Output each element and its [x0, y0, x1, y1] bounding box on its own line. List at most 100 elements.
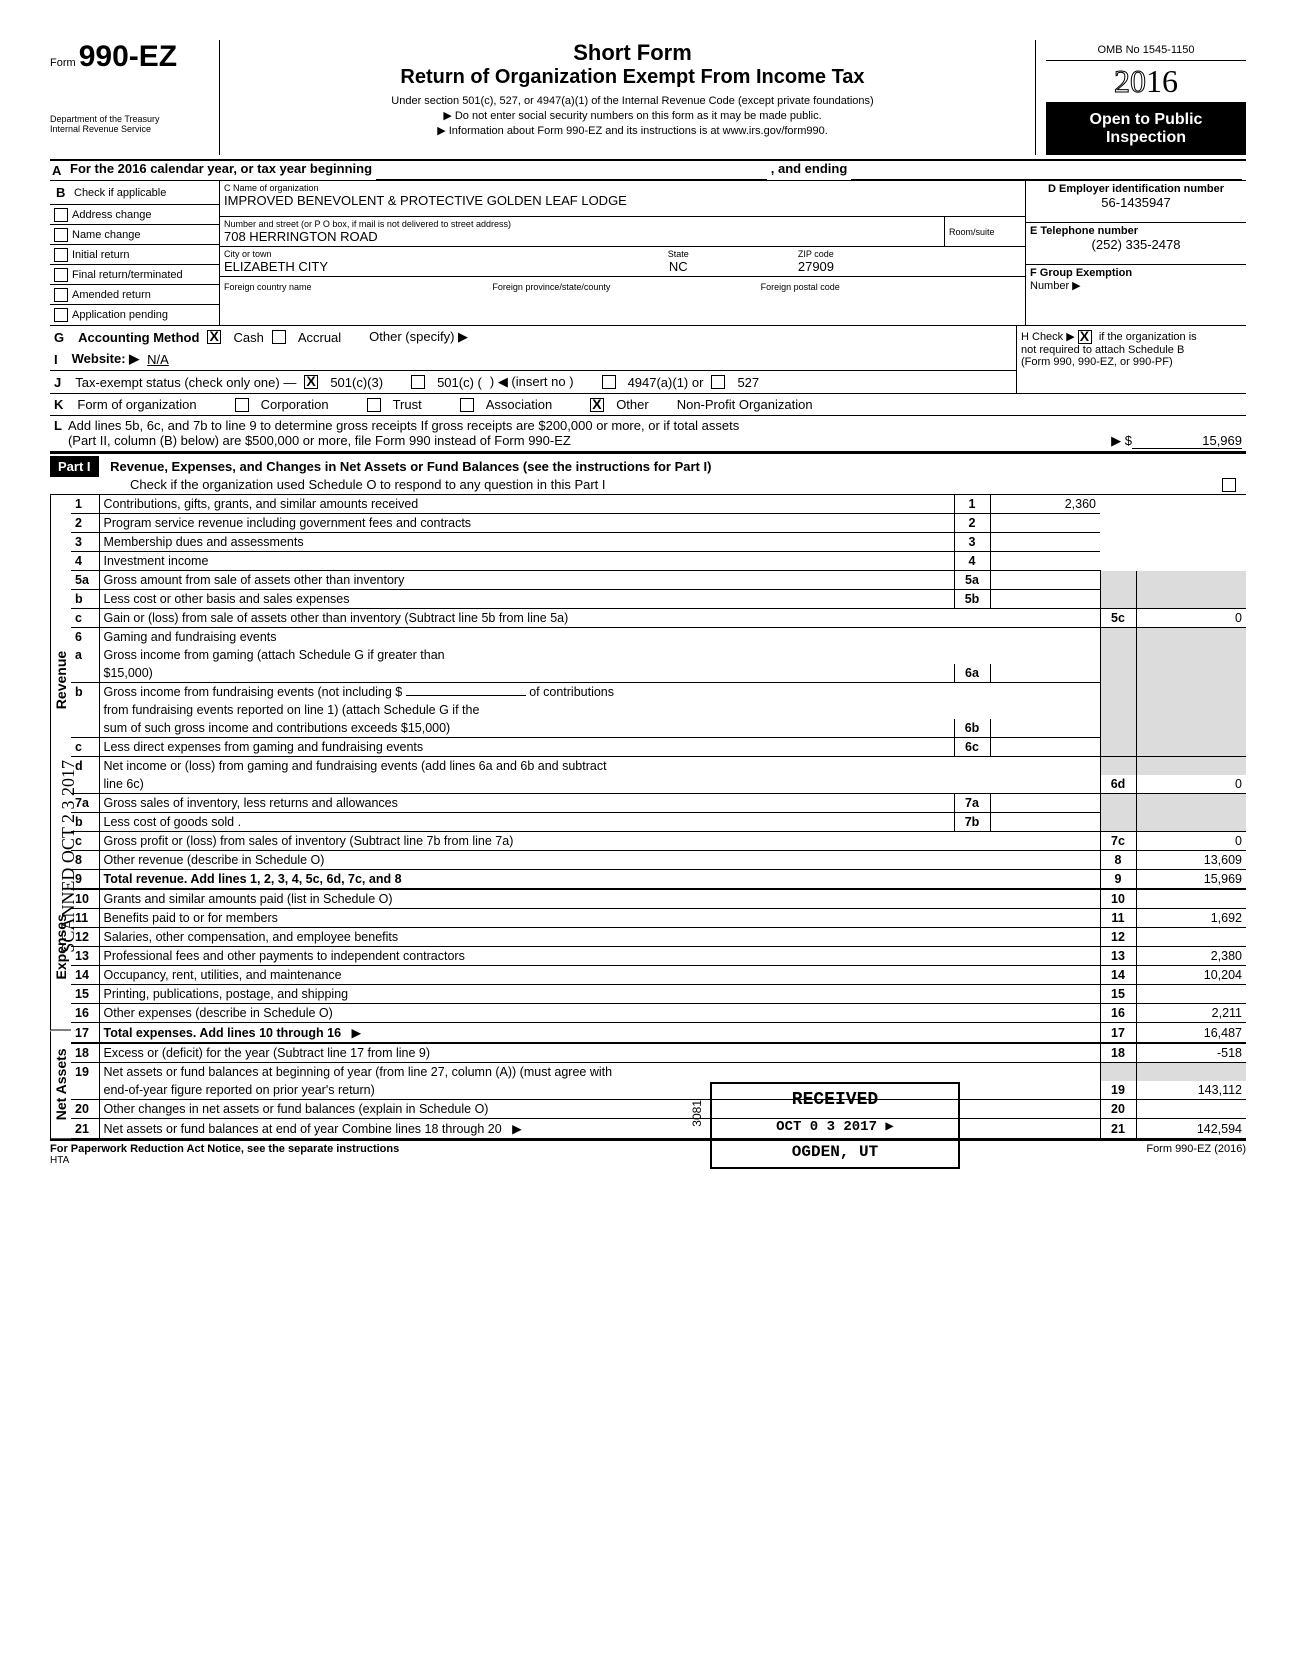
- row-k-form-of-org: K Form of organization Corporation Trust…: [50, 394, 1246, 416]
- row-e-phone: E Telephone number (252) 335-2478: [1026, 223, 1246, 265]
- form-label: Form 990-EZ: [50, 40, 209, 74]
- label-website: Website: ▶: [72, 351, 140, 367]
- cb-app-pending[interactable]: Application pending: [50, 305, 219, 325]
- cb-501c[interactable]: [411, 375, 425, 389]
- cb-address-change[interactable]: Address change: [50, 205, 219, 225]
- title-box: Short Form Return of Organization Exempt…: [230, 40, 1036, 155]
- tax-year-begin-field[interactable]: [376, 161, 767, 180]
- cb-527[interactable]: [711, 375, 725, 389]
- cb-other-org[interactable]: [590, 398, 604, 412]
- letter-b: B: [54, 183, 74, 202]
- label-address: Number and street (or P O box, if mail i…: [224, 219, 940, 229]
- label-association: Association: [486, 397, 552, 412]
- label-insert-no: ) ◀ (insert no ): [490, 374, 574, 390]
- letter-j: J: [54, 375, 61, 390]
- line-2: 2Program service revenue including gover…: [71, 514, 1246, 533]
- cb-accrual[interactable]: [272, 330, 286, 344]
- cb-initial-return[interactable]: Initial return: [50, 245, 219, 265]
- dept-treasury: Department of the Treasury: [50, 114, 209, 124]
- checkbox-icon[interactable]: [54, 248, 68, 262]
- cb-h-schedule-b[interactable]: [1078, 330, 1092, 344]
- line-17: 17Total expenses. Add lines 10 through 1…: [71, 1023, 1246, 1044]
- checkbox-icon[interactable]: [54, 228, 68, 242]
- label-trust: Trust: [393, 397, 422, 412]
- checkbox-icon[interactable]: [54, 268, 68, 282]
- label-d-ein: D Employer identification number: [1048, 183, 1224, 195]
- under-section: Under section 501(c), 527, or 4947(a)(1)…: [240, 95, 1025, 107]
- cb-amended[interactable]: Amended return: [50, 285, 219, 305]
- label-f-group: F Group Exemption: [1030, 267, 1132, 279]
- line-19-2: end-of-year figure reported on prior yea…: [71, 1081, 1246, 1100]
- label-city: City or town: [224, 249, 559, 259]
- form-prefix: Form: [50, 57, 76, 69]
- tax-year-end-field[interactable]: [851, 161, 1242, 180]
- label-name-change: Name change: [72, 229, 141, 241]
- open-line2: Inspection: [1050, 129, 1242, 147]
- line-12: 12Salaries, other compensation, and empl…: [71, 928, 1246, 947]
- h-text2: if the organization is: [1099, 331, 1197, 343]
- line-11: 11Benefits paid to or for members111,692: [71, 909, 1246, 928]
- line-6b-1: bGross income from fundraising events (n…: [71, 683, 1246, 702]
- cb-name-change[interactable]: Name change: [50, 225, 219, 245]
- h-text3: not required to attach Schedule B: [1021, 344, 1242, 356]
- checkbox-icon[interactable]: [54, 208, 68, 222]
- label-e-phone: E Telephone number: [1030, 225, 1138, 237]
- label-527: 527: [737, 375, 759, 390]
- line-10: 10Grants and similar amounts paid (list …: [71, 889, 1246, 909]
- row-i-website: I Website: ▶ N/A: [50, 348, 1016, 371]
- label-tax-exempt: Tax-exempt status (check only one) —: [75, 375, 296, 390]
- label-cash: Cash: [233, 330, 263, 345]
- footer-hta: HTA: [50, 1155, 1246, 1166]
- open-to-public: Open to Public Inspection: [1046, 103, 1246, 155]
- letter-g: G: [54, 330, 64, 345]
- footer-left: For Paperwork Reduction Act Notice, see …: [50, 1143, 399, 1155]
- form-number: 990-EZ: [79, 40, 177, 73]
- line-6d-1: dNet income or (loss) from gaming and fu…: [71, 757, 1246, 776]
- cb-trust[interactable]: [367, 398, 381, 412]
- label-app-pending: Application pending: [72, 309, 168, 321]
- line-16: 16Other expenses (describe in Schedule O…: [71, 1004, 1246, 1023]
- cb-part1-schedule-o[interactable]: [1222, 478, 1236, 492]
- main-title: Return of Organization Exempt From Incom…: [240, 66, 1025, 89]
- short-form-label: Short Form: [240, 40, 1025, 66]
- checkbox-icon[interactable]: [54, 288, 68, 302]
- cb-final-return[interactable]: Final return/terminated: [50, 265, 219, 285]
- line-6a-1: aGross income from gaming (attach Schedu…: [71, 646, 1246, 664]
- stamp-ogden: OGDEN, UT: [730, 1143, 940, 1161]
- website-value: N/A: [147, 352, 169, 367]
- part1-check-text: Check if the organization used Schedule …: [130, 477, 606, 492]
- label-initial-return: Initial return: [72, 249, 129, 261]
- line-7a: 7aGross sales of inventory, less returns…: [71, 794, 1246, 813]
- checkbox-icon[interactable]: [54, 308, 68, 322]
- other-org-value: Non-Profit Organization: [677, 397, 813, 412]
- label-zip: ZIP code: [798, 249, 1021, 259]
- stamp-3081: 3081: [690, 1100, 704, 1127]
- cb-4947[interactable]: [602, 375, 616, 389]
- row-city-state-zip: City or town ELIZABETH CITY State NC ZIP…: [220, 247, 1025, 277]
- line-4: 4Investment income4: [71, 552, 1246, 571]
- col-c-org-info: C Name of organization IMPROVED BENEVOLE…: [220, 181, 1026, 325]
- l-amount: 15,969: [1132, 433, 1242, 449]
- line-14: 14Occupancy, rent, utilities, and mainte…: [71, 966, 1246, 985]
- label-corporation: Corporation: [261, 397, 329, 412]
- label-form-of-org: Form of organization: [77, 397, 196, 412]
- cb-501c3[interactable]: [304, 375, 318, 389]
- col-b-checkboxes: B Check if applicable Address change Nam…: [50, 181, 220, 325]
- label-501c: 501(c) (: [437, 375, 482, 390]
- letter-i: I: [54, 352, 58, 367]
- check-if-applicable: Check if applicable: [74, 187, 166, 199]
- label-room-suite: Room/suite: [949, 227, 1021, 237]
- section-ghij: G Accounting Method Cash Accrual Other (…: [50, 326, 1246, 394]
- h-text4: (Form 990, 990-EZ, or 990-PF): [1021, 356, 1242, 368]
- section-a-text2: , and ending: [771, 161, 848, 180]
- line-5a: 5aGross amount from sale of assets other…: [71, 571, 1246, 590]
- label-c-name: C Name of organization: [224, 183, 319, 193]
- letter-a: A: [50, 161, 70, 180]
- cb-cash[interactable]: [207, 330, 221, 344]
- line-6a-2: $15,000)6a: [71, 664, 1246, 683]
- cb-association[interactable]: [460, 398, 474, 412]
- part1-header-row: Part I Revenue, Expenses, and Changes in…: [50, 452, 1246, 495]
- ein: 56-1435947: [1101, 195, 1170, 210]
- line-19-1: 19Net assets or fund balances at beginni…: [71, 1063, 1246, 1082]
- cb-corporation[interactable]: [235, 398, 249, 412]
